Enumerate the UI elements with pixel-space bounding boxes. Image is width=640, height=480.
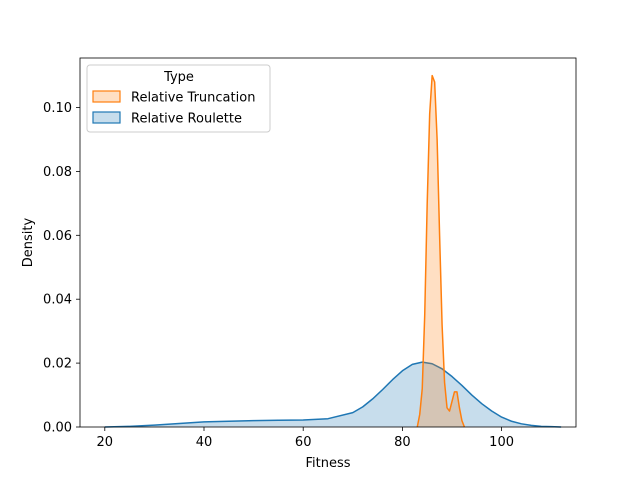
legend-label-relative-roulette: Relative Roulette <box>131 112 242 127</box>
y-tick-label: 0.10 <box>43 101 72 116</box>
x-tick-label: 80 <box>394 435 411 450</box>
series-layer <box>104 74 562 428</box>
y-tick-label: 0.04 <box>43 293 72 308</box>
y-tick-label: 0.08 <box>43 165 72 180</box>
legend-entries: Relative Truncation Relative Roulette <box>92 90 255 127</box>
series-area-relative-truncation <box>417 75 465 427</box>
y-tick-label: 0.00 <box>43 421 72 436</box>
series-line-relative-roulette <box>104 361 562 428</box>
legend-swatch-relative-truncation <box>92 90 121 103</box>
y-tick-label: 0.06 <box>43 229 72 244</box>
legend-swatch-relative-roulette <box>92 111 121 124</box>
x-tick-label: 100 <box>489 435 514 450</box>
legend-label-relative-truncation: Relative Truncation <box>131 91 255 106</box>
y-axis-label: Density <box>21 217 36 267</box>
y-tick-label: 0.02 <box>43 357 72 372</box>
legend-box <box>86 64 271 133</box>
x-tick-label: 40 <box>196 435 213 450</box>
series-area-relative-roulette <box>104 362 562 427</box>
series-line-relative-truncation <box>416 74 466 428</box>
x-tick-label: 60 <box>295 435 312 450</box>
plot-frame <box>79 57 577 428</box>
x-tick-label: 20 <box>97 435 114 450</box>
x-axis: 20 40 60 80 100 <box>97 427 514 450</box>
legend-title: Type <box>163 70 194 85</box>
y-axis: 0.00 0.02 0.04 0.06 0.08 0.10 <box>43 101 80 436</box>
x-axis-label: Fitness <box>305 456 350 471</box>
legend: Type Relative Truncation Relative Roulett… <box>86 64 271 133</box>
